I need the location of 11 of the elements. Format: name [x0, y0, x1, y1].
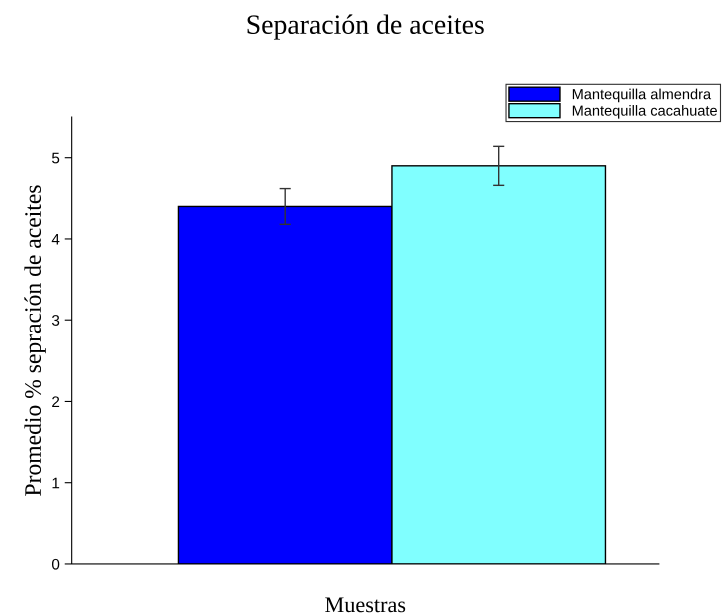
y-tick-label: 1: [52, 478, 60, 488]
y-axis-title: Promedio % sepración de aceites: [24, 185, 46, 496]
y-tick-label: 0: [52, 558, 60, 570]
legend-label: Mantequilla cacahuate: [572, 105, 717, 119]
y-tick-label: 2: [52, 396, 60, 407]
y-tick-label: 4: [52, 234, 60, 244]
x-axis-title: Muestras: [325, 597, 406, 612]
y-tick-label: 3: [52, 315, 60, 326]
legend-label: Mantequilla almendra: [572, 88, 712, 102]
chart-title: Separación de aceites: [248, 14, 484, 40]
y-tick-label: 5: [52, 152, 60, 164]
